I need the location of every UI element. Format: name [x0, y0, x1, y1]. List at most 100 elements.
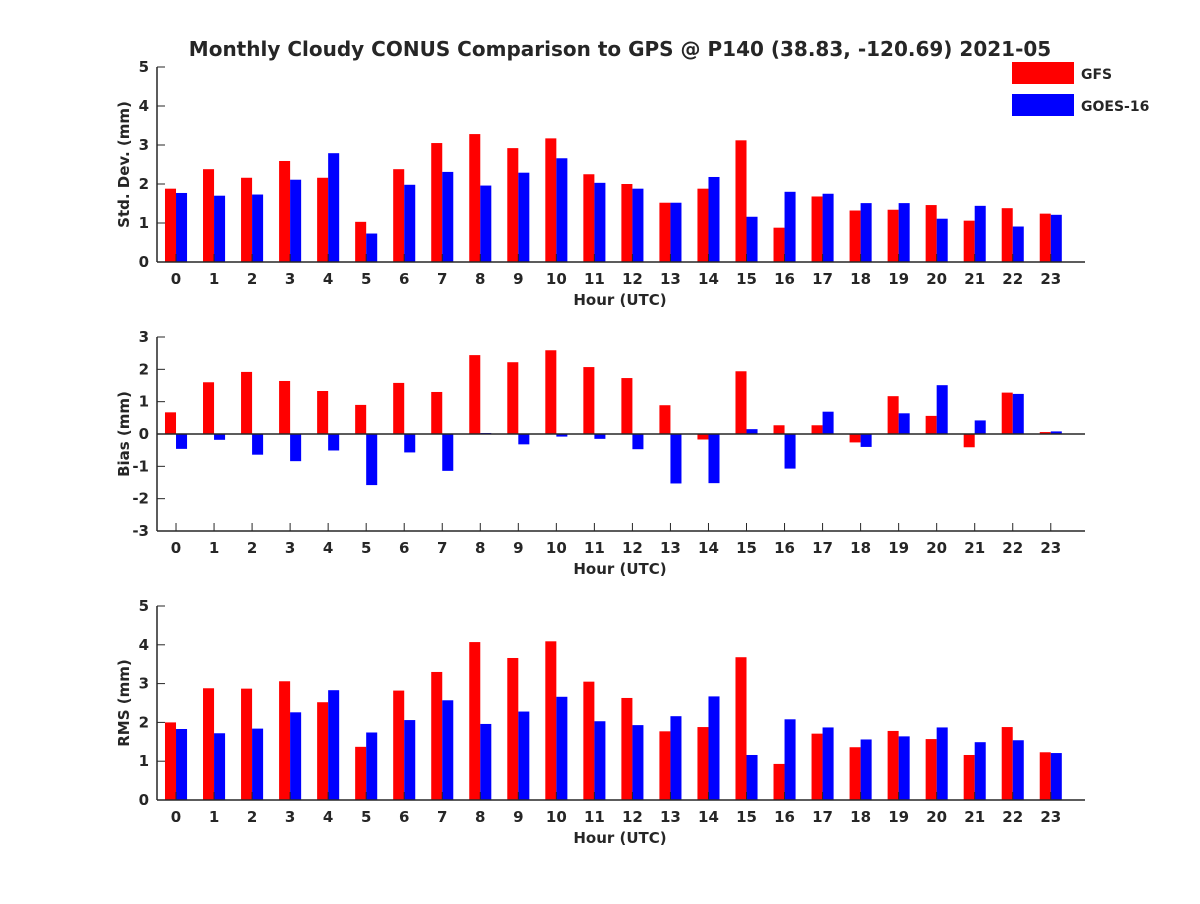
bar-stddev-goes-16-12	[632, 188, 644, 262]
x-tick-label: 0	[171, 270, 181, 288]
bar-stddev-gfs-13	[659, 202, 671, 262]
bar-bias-goes-16-5	[366, 434, 378, 486]
bar-rms-gfs-2	[241, 688, 253, 800]
y-axis-label-bias: Bias (mm)	[115, 391, 133, 477]
x-tick-label: 16	[774, 808, 795, 826]
bar-rms-gfs-17	[811, 733, 823, 800]
x-tick-label: 15	[736, 808, 757, 826]
bar-rms-goes-16-0	[176, 729, 188, 800]
bar-stddev-goes-16-2	[252, 194, 264, 262]
bar-rms-goes-16-16	[784, 719, 796, 800]
x-tick-label: 23	[1040, 539, 1061, 557]
x-tick-label: 21	[964, 539, 985, 557]
bar-bias-goes-16-12	[632, 434, 644, 450]
legend-label-goes16: GOES-16	[1081, 99, 1149, 115]
x-tick-label: 5	[361, 539, 371, 557]
x-tick-label: 1	[209, 270, 219, 288]
y-tick-label: 2	[139, 175, 149, 193]
legend-label-gfs: GFS	[1081, 67, 1112, 83]
x-tick-label: 13	[660, 270, 681, 288]
x-axis-label-bias: Hour (UTC)	[573, 560, 666, 578]
x-tick-label: 12	[622, 270, 643, 288]
bar-rms-goes-16-4	[328, 690, 340, 800]
bar-rms-goes-16-20	[936, 727, 948, 800]
bar-bias-gfs-5	[355, 404, 367, 434]
series-goes-16	[176, 690, 1062, 800]
y-tick-label: -2	[132, 490, 149, 508]
y-tick-label: -1	[132, 457, 149, 475]
bar-bias-gfs-8	[469, 355, 481, 434]
bar-bias-gfs-20	[925, 415, 937, 434]
x-axis-label-stddev: Hour (UTC)	[573, 291, 666, 309]
x-tick-label: 14	[698, 270, 719, 288]
bar-rms-goes-16-11	[594, 721, 606, 800]
bar-stddev-goes-16-23	[1050, 214, 1062, 262]
x-tick-label: 12	[622, 808, 643, 826]
x-tick-label: 3	[285, 270, 295, 288]
bar-rms-gfs-19	[887, 730, 899, 800]
x-tick-label: 23	[1040, 270, 1061, 288]
y-tick-label: 0	[139, 791, 149, 809]
x-tick-label: 3	[285, 539, 295, 557]
bar-bias-gfs-17	[811, 425, 823, 434]
bar-bias-gfs-23	[1039, 432, 1051, 434]
bar-stddev-gfs-21	[963, 220, 975, 262]
legend: GFS GOES-16	[1012, 62, 1149, 116]
bar-bias-gfs-2	[241, 371, 253, 434]
x-tick-label: 10	[546, 539, 567, 557]
bar-bias-goes-16-16	[784, 434, 796, 469]
bar-bias-gfs-14	[697, 434, 709, 440]
bar-stddev-goes-16-0	[176, 192, 188, 262]
bar-stddev-goes-16-22	[1012, 226, 1024, 262]
legend-swatch-goes16	[1012, 94, 1074, 116]
x-tick-label: 5	[361, 808, 371, 826]
x-tick-label: 13	[660, 539, 681, 557]
bar-bias-gfs-7	[431, 391, 443, 434]
x-tick-label: 17	[812, 539, 833, 557]
bar-bias-gfs-3	[279, 380, 291, 434]
bar-stddev-goes-16-10	[556, 158, 568, 262]
bar-bias-goes-16-14	[708, 434, 720, 484]
bar-stddev-goes-16-8	[480, 185, 492, 262]
bar-bias-goes-16-3	[290, 434, 302, 462]
bar-rms-gfs-23	[1039, 752, 1051, 800]
y-tick-label: 2	[139, 360, 149, 378]
bar-rms-goes-16-3	[290, 712, 302, 800]
bar-stddev-gfs-14	[697, 188, 709, 262]
bar-rms-gfs-12	[621, 697, 633, 800]
x-tick-label: 19	[888, 270, 909, 288]
bar-bias-goes-16-7	[442, 434, 454, 471]
bar-bias-goes-16-9	[518, 434, 530, 445]
bar-rms-goes-16-12	[632, 725, 644, 800]
bar-rms-goes-16-17	[822, 727, 834, 800]
y-tick-label: 5	[139, 58, 149, 76]
x-tick-label: 1	[209, 808, 219, 826]
x-tick-label: 22	[1002, 539, 1023, 557]
bar-bias-gfs-1	[203, 382, 215, 434]
bar-bias-goes-16-22	[1012, 393, 1024, 434]
bar-bias-goes-16-20	[936, 385, 948, 434]
series-gfs	[164, 134, 1051, 262]
bar-bias-goes-16-0	[176, 434, 188, 449]
y-tick-label: 1	[139, 214, 149, 232]
y-tick-label: 1	[139, 752, 149, 770]
bar-bias-goes-16-6	[404, 434, 416, 453]
bar-bias-goes-16-21	[974, 420, 986, 434]
bar-bias-goes-16-15	[746, 429, 758, 434]
bar-bias-goes-16-13	[670, 434, 682, 484]
x-tick-label: 1	[209, 539, 219, 557]
x-tick-label: 4	[323, 808, 333, 826]
bar-stddev-gfs-8	[469, 134, 481, 262]
y-tick-label: 4	[139, 636, 149, 654]
bar-stddev-gfs-22	[1001, 208, 1013, 262]
series-goes-16	[176, 153, 1062, 262]
bar-stddev-gfs-12	[621, 184, 633, 262]
x-tick-label: 16	[774, 539, 795, 557]
bar-bias-gfs-11	[583, 367, 595, 434]
x-tick-label: 22	[1002, 808, 1023, 826]
bar-stddev-goes-16-9	[518, 172, 530, 262]
x-tick-label: 5	[361, 270, 371, 288]
y-tick-label: 3	[139, 328, 149, 346]
x-tick-label: 17	[812, 808, 833, 826]
